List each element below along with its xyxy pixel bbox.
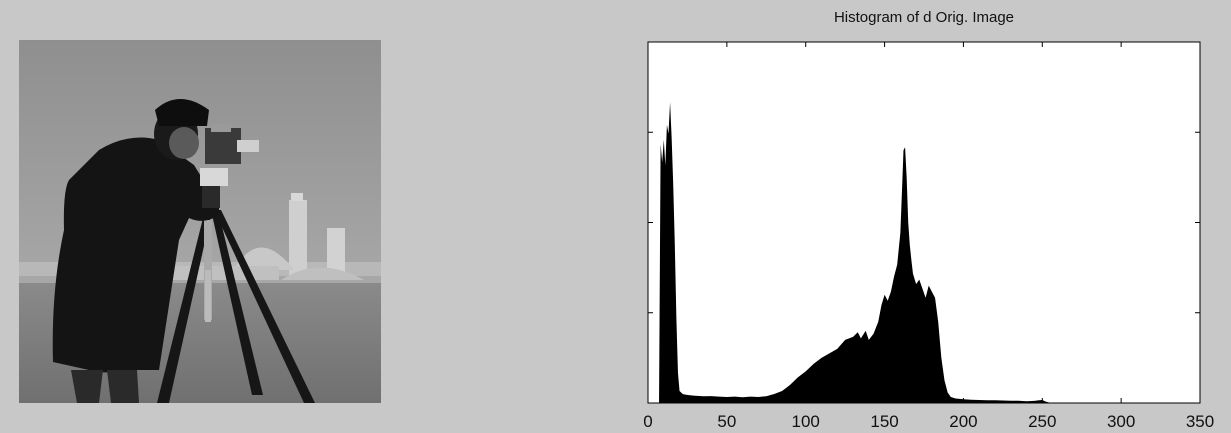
man xyxy=(52,99,219,403)
x-tick-label: 350 xyxy=(1186,412,1214,431)
camera xyxy=(200,124,259,208)
cameraman-image xyxy=(19,40,381,403)
tripod xyxy=(157,210,315,403)
x-axis-ticks: 0 50 100 150 200 250 300 350 xyxy=(643,42,1214,431)
histogram-area xyxy=(659,102,1051,404)
x-tick-label: 0 xyxy=(643,412,652,431)
x-tick-label: 150 xyxy=(870,412,898,431)
chart-title: Histogram of d Orig. Image xyxy=(834,9,1014,26)
x-tick-label: 250 xyxy=(1028,412,1056,431)
x-tick-label: 100 xyxy=(792,412,820,431)
y-axis-ticks xyxy=(648,131,1200,314)
x-tick-label: 300 xyxy=(1107,412,1135,431)
x-tick-label: 200 xyxy=(949,412,977,431)
x-tick-label: 50 xyxy=(717,412,736,431)
histogram-bars xyxy=(659,102,1051,404)
